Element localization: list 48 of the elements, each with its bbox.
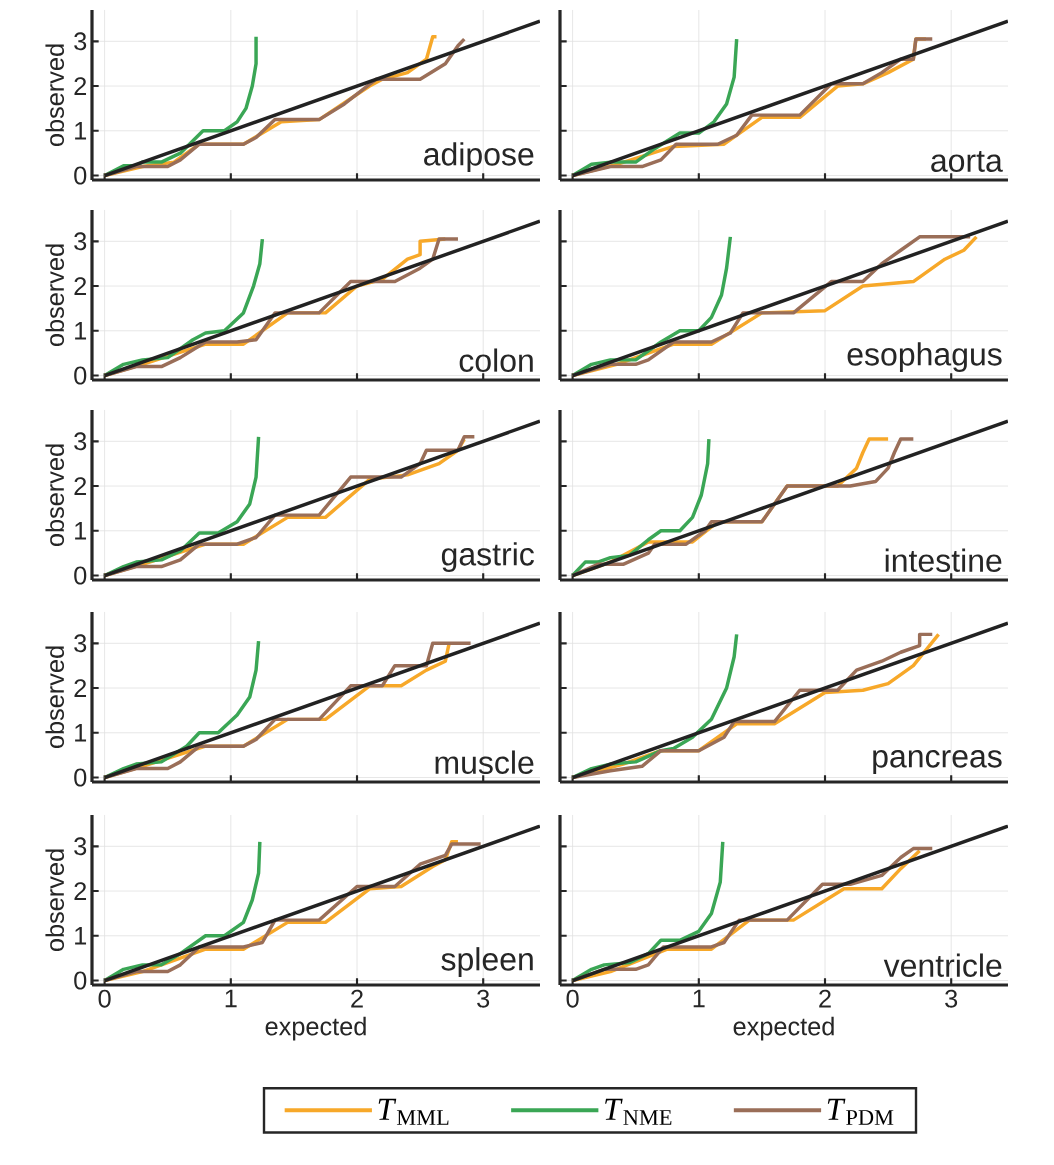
y-tick-label: 1 <box>75 927 87 945</box>
x-tick-label: 0 <box>566 989 579 1008</box>
y-tick-label: 3 <box>74 634 87 653</box>
x-tick-label: 1 <box>693 989 705 1008</box>
y-tick-label: 1 <box>75 122 87 140</box>
text: muscle <box>435 750 534 774</box>
y-tick-label: 3 <box>74 32 87 51</box>
x-tick-label: 0 <box>98 989 111 1008</box>
x-tick-label: 3 <box>477 989 490 1008</box>
text: esophagus <box>847 342 1002 372</box>
y-tick-label: 0 <box>74 768 87 787</box>
y-tick-label: 0 <box>74 566 87 585</box>
y-tick-label: 3 <box>74 837 87 856</box>
y-tick-label: 2 <box>74 882 87 900</box>
y-tick-label: 3 <box>74 232 87 251</box>
text: pancreas <box>873 750 1002 774</box>
y-axis-title: observed <box>45 444 65 547</box>
y-tick-label: 2 <box>74 77 87 95</box>
legend-label: T$_{NME}$ <box>605 1098 672 1125</box>
x-tick-label: 3 <box>945 989 958 1008</box>
y-tick-label: 0 <box>74 971 87 990</box>
text: adipose <box>424 142 534 172</box>
legend-label: T$_{MML}$ <box>378 1098 449 1125</box>
y-tick-label: 3 <box>74 432 87 451</box>
y-tick-label: 0 <box>74 166 87 185</box>
x-axis-title: expected <box>733 1016 834 1041</box>
y-tick-label: 2 <box>74 679 87 697</box>
text: ventricle <box>883 953 1002 977</box>
x-tick-label: 1 <box>225 989 237 1008</box>
text: intestine <box>885 548 1002 572</box>
y-tick-label: 2 <box>74 277 87 295</box>
y-tick-label: 1 <box>75 522 87 540</box>
text: gastric <box>441 542 534 572</box>
y-axis-title: observed <box>45 849 65 952</box>
y-tick-label: 0 <box>74 366 87 385</box>
x-tick-label: 2 <box>819 989 831 1008</box>
x-tick-label: 2 <box>351 989 363 1008</box>
y-axis-title: observed <box>45 44 65 147</box>
y-axis-title: observed <box>45 244 65 347</box>
text: spleen <box>441 947 533 977</box>
text: aorta <box>931 150 1003 172</box>
legend-label: T$_{PDM}$ <box>827 1098 894 1125</box>
text: colon <box>459 348 533 372</box>
y-axis-title: observed <box>45 646 65 749</box>
y-tick-label: 1 <box>75 322 87 340</box>
y-tick-label: 2 <box>74 477 87 495</box>
x-axis-title: expected <box>265 1016 366 1041</box>
y-tick-label: 1 <box>75 724 87 742</box>
